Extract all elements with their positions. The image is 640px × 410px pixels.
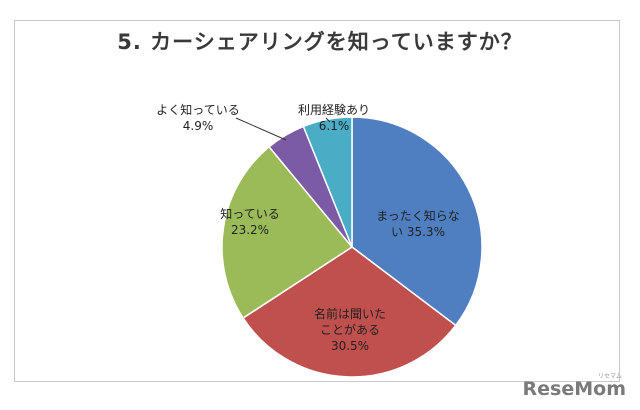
slice-label-1: 名前は聞いたことがある 30.5% — [314, 306, 386, 353]
leader-line-3 — [235, 117, 287, 141]
pie-slice-2 — [221, 145, 354, 320]
leader-line-4 — [325, 117, 331, 123]
logo-text: ReseMom — [522, 378, 626, 400]
pie-slice-1 — [242, 246, 457, 378]
slice-label-3: よく知っている 4.9% — [156, 103, 239, 133]
slice-label-2: 知っている 23.2% — [220, 207, 279, 237]
chart-title: 5. カーシェアリングを知っていますか？ — [117, 30, 523, 54]
resemom-logo: ReseMom リセマム — [522, 373, 626, 400]
slice-label-0: まったく知らない 35.3% — [376, 209, 460, 239]
logo-subtext: リセマム — [597, 373, 622, 380]
pie-slice-0 — [351, 116, 483, 327]
slice-label-4: 利用経験あり 6.1% — [298, 102, 370, 133]
